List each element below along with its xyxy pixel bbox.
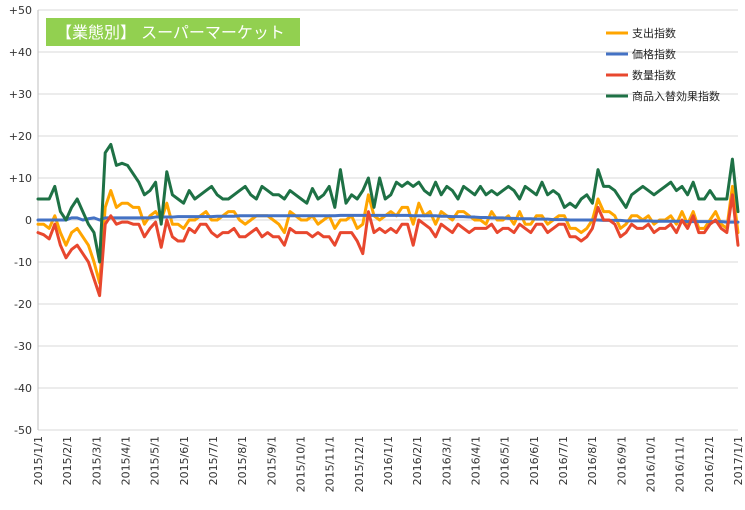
x-tick-label: 2016/2/1 <box>411 436 424 485</box>
y-tick-label: -40 <box>14 382 32 395</box>
x-tick-label: 2015/10/1 <box>295 436 308 492</box>
x-tick-label: 2016/7/1 <box>557 436 570 485</box>
y-tick-label: 0 <box>25 214 32 227</box>
series-lines <box>36 142 740 298</box>
y-tick-label: +30 <box>9 88 32 101</box>
legend-label: 価格指数 <box>632 47 676 61</box>
x-tick-label: 2015/8/1 <box>236 436 249 485</box>
x-tick-label: 2015/12/1 <box>353 436 366 492</box>
legend: 支出指数 価格指数 数量指数 商品入替効果指数 <box>606 26 720 103</box>
y-axis-ticks: +50 +40 +30 +20 +10 0 -10 -20 -30 -40 -50 <box>9 4 32 437</box>
series-line-2 <box>36 193 740 298</box>
x-tick-label: 2015/7/1 <box>207 436 220 485</box>
x-tick-label: 2016/3/1 <box>440 436 453 485</box>
x-tick-label: 2016/5/1 <box>499 436 512 485</box>
y-tick-label: +10 <box>9 172 32 185</box>
x-tick-label: 2017/1/1 <box>732 436 745 485</box>
y-tick-label: -50 <box>14 424 32 437</box>
x-tick-label: 2016/9/1 <box>615 436 628 485</box>
y-tick-label: -10 <box>14 256 32 269</box>
x-tick-label: 2016/11/1 <box>674 436 687 492</box>
series-line-1 <box>36 213 740 224</box>
title-background <box>46 18 300 46</box>
x-tick-label: 2016/8/1 <box>586 436 599 485</box>
legend-item-product-replacement: 商品入替効果指数 <box>606 89 720 103</box>
title-text: 【業態別】 スーパーマーケット <box>56 23 285 42</box>
legend-item-expenditure: 支出指数 <box>606 26 676 40</box>
gridlines <box>37 9 738 431</box>
x-tick-label: 2015/4/1 <box>120 436 133 485</box>
x-tick-label: 2016/1/1 <box>382 436 395 485</box>
y-tick-label: -20 <box>14 298 32 311</box>
y-tick-label: -30 <box>14 340 32 353</box>
x-tick-label: 2015/6/1 <box>178 436 191 485</box>
x-tick-label: 2016/4/1 <box>470 436 483 485</box>
legend-item-quantity: 数量指数 <box>606 68 676 82</box>
x-tick-label: 2015/2/1 <box>61 436 74 485</box>
legend-label: 数量指数 <box>632 68 676 82</box>
x-tick-label: 2016/10/1 <box>645 436 658 492</box>
legend-label: 商品入替効果指数 <box>632 89 720 103</box>
y-tick-label: +40 <box>9 46 32 59</box>
x-tick-label: 2016/6/1 <box>528 436 541 485</box>
y-tick-label: +50 <box>9 4 32 17</box>
y-tick-label: +20 <box>9 130 32 143</box>
x-tick-label: 2015/9/1 <box>265 436 278 485</box>
x-axis-ticks: 2015/1/1 2015/2/1 2015/3/1 2015/4/1 2015/5/1… <box>32 436 745 492</box>
chart-title: 【業態別】 スーパーマーケット <box>46 18 300 46</box>
x-tick-label: 2015/1/1 <box>32 436 45 485</box>
legend-item-price: 価格指数 <box>606 47 676 61</box>
x-tick-label: 2015/5/1 <box>149 436 162 485</box>
series-line-0 <box>36 184 740 285</box>
legend-label: 支出指数 <box>632 26 676 40</box>
series-line-3 <box>36 142 740 264</box>
x-tick-label: 2016/12/1 <box>703 436 716 492</box>
x-tick-label: 2015/11/1 <box>324 436 337 492</box>
x-tick-label: 2015/3/1 <box>90 436 103 485</box>
